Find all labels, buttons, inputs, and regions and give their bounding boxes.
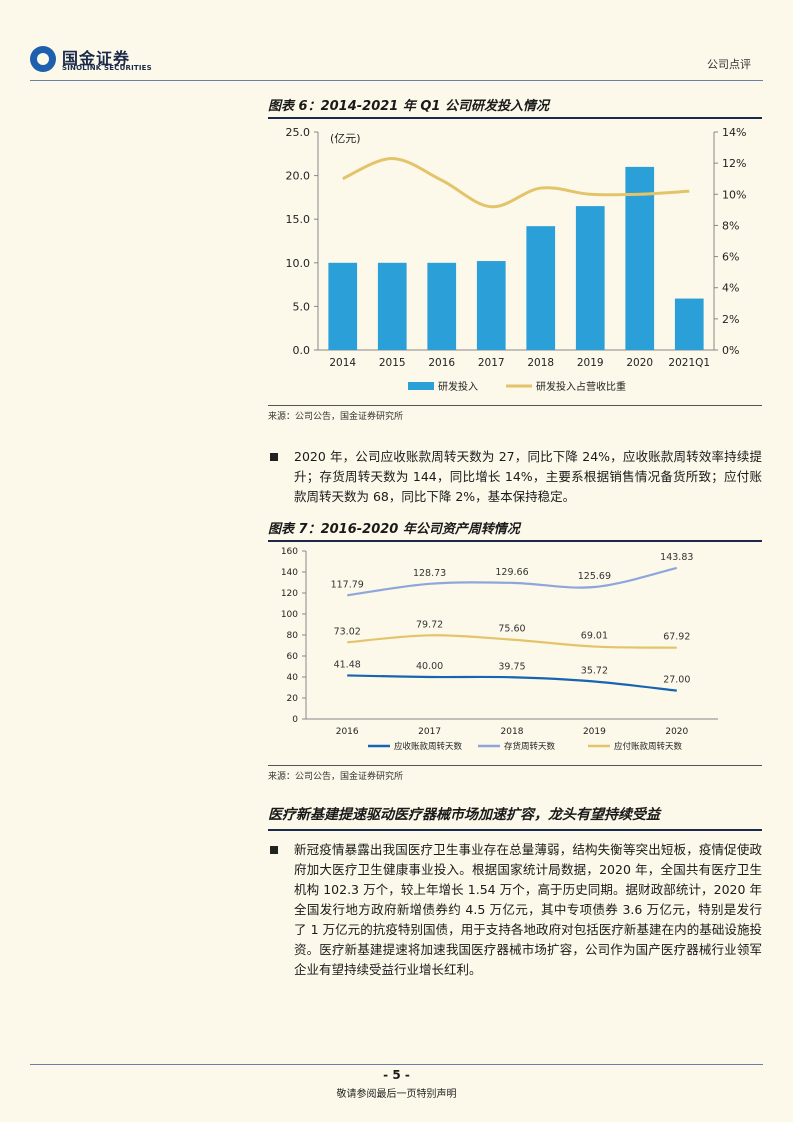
x-tick-label: 2017	[418, 727, 441, 737]
figure6-chart: 0.0 5.0 10.0 15.0 20.0 25.0 0% 2% 4% 6% 8% 10% 12% 14…	[268, 118, 762, 404]
company-logo-icon	[30, 46, 56, 72]
bar	[377, 262, 407, 350]
left-tick-label: 0.0	[293, 344, 311, 357]
paragraph-medical-infrastructure: 新冠疫情暴露出我国医疗卫生事业存在总量薄弱，结构失衡等突出短板，疫情促使政府加大…	[268, 840, 762, 980]
legend-swatch-bar	[408, 382, 434, 390]
section-heading: 医疗新基建提速驱动医疗器械市场加速扩容，龙头有望持续受益	[268, 804, 762, 831]
bar	[674, 298, 704, 350]
bar	[526, 226, 556, 350]
footer-divider	[30, 1064, 763, 1065]
x-tick-label: 2016	[336, 727, 359, 737]
figure7-chart: 0 20 40 60 80 100 120 140 160 2016 2017 2018 2019 202…	[268, 541, 762, 763]
logo-english-name: SINOLINK SECURITIES	[62, 64, 152, 72]
x-tick-label: 2021Q1	[668, 357, 710, 369]
right-tick-label: 4%	[722, 282, 739, 295]
data-label: 143.83	[660, 552, 693, 563]
right-tick-label: 8%	[722, 219, 739, 232]
series-line	[347, 566, 678, 597]
y-tick-label: 40	[287, 673, 299, 683]
data-label: 117.79	[331, 579, 364, 590]
right-tick-label: 14%	[722, 126, 746, 139]
page-number: - 5 -	[383, 1068, 410, 1082]
x-tick-label: 2019	[583, 727, 606, 737]
paragraph-text: 2020 年，公司应收账款周转天数为 27，同比下降 24%，应收账款周转效率持…	[294, 449, 762, 504]
x-tick-label: 2016	[428, 357, 455, 369]
x-tick-label: 2019	[577, 357, 604, 369]
data-label: 41.48	[334, 659, 361, 670]
data-label: 69.01	[581, 631, 608, 642]
x-tick-label: 2015	[379, 357, 406, 369]
data-label: 129.66	[495, 567, 528, 578]
figure7-title: 图表 7：2016-2020 年公司资产周转情况	[268, 518, 762, 542]
left-tick-label: 5.0	[293, 300, 311, 313]
left-tick-label: 10.0	[286, 257, 311, 270]
disclaimer-note: 敬请参阅最后一页特别声明	[336, 1089, 457, 1100]
x-tick-label: 2018	[501, 727, 524, 737]
data-label: 75.60	[498, 624, 525, 635]
unit-label: (亿元)	[330, 132, 361, 145]
data-label: 35.72	[581, 665, 608, 676]
x-tick-label: 2020	[626, 357, 653, 369]
bar	[427, 262, 457, 350]
data-label: 128.73	[413, 568, 446, 579]
y-tick-label: 60	[287, 652, 299, 662]
data-label: 39.75	[498, 661, 525, 672]
left-tick-label: 20.0	[286, 170, 311, 183]
figure7-source: 来源：公司公告，国金证券研究所	[268, 765, 762, 782]
page-header: 国金证券 SINOLINK SECURITIES 公司点评	[0, 0, 793, 82]
bar	[575, 206, 605, 350]
figure6-source: 来源：公司公告，国金证券研究所	[268, 405, 762, 422]
right-tick-label: 6%	[722, 251, 739, 264]
right-tick-label: 0%	[722, 344, 739, 357]
data-label: 73.02	[334, 626, 361, 637]
x-tick-label: 2020	[665, 727, 688, 737]
legend-label: 应付账款周转天数	[614, 741, 683, 752]
data-label: 67.92	[663, 632, 690, 643]
bar	[476, 261, 506, 350]
bar	[625, 166, 655, 350]
right-tick-label: 12%	[722, 157, 746, 170]
series-line	[342, 156, 690, 209]
right-tick-label: 2%	[722, 313, 739, 326]
legend-label: 存货周转天数	[504, 741, 556, 752]
x-tick-label: 2018	[527, 357, 554, 369]
bullet-square-icon	[270, 846, 278, 854]
legend-label: 研发投入	[438, 380, 478, 393]
logo-chinese-name: 国金证券	[62, 49, 131, 68]
y-tick-label: 160	[281, 547, 298, 557]
legend-label: 研发投入占营收比重	[536, 380, 626, 393]
y-tick-label: 140	[281, 568, 298, 578]
header-divider	[30, 80, 763, 81]
paragraph-turnover: 2020 年，公司应收账款周转天数为 27，同比下降 24%，应收账款周转效率持…	[268, 447, 762, 507]
legend-label: 应收账款周转天数	[394, 741, 463, 752]
right-tick-label: 10%	[722, 188, 746, 201]
paragraph-text: 新冠疫情暴露出我国医疗卫生事业存在总量薄弱，结构失衡等突出短板，疫情促使政府加大…	[294, 842, 762, 977]
series-line	[347, 634, 677, 649]
y-tick-label: 0	[292, 715, 298, 725]
y-tick-label: 100	[281, 610, 298, 620]
document-type: 公司点评	[707, 58, 751, 71]
series-line	[347, 674, 677, 692]
y-tick-label: 20	[287, 694, 299, 704]
x-tick-label: 2014	[329, 357, 356, 369]
data-label: 125.69	[578, 571, 611, 582]
data-label: 79.72	[416, 619, 443, 630]
left-tick-label: 15.0	[286, 213, 311, 226]
y-tick-label: 80	[287, 631, 299, 641]
bullet-square-icon	[270, 453, 278, 461]
left-tick-label: 25.0	[286, 126, 311, 139]
bar	[328, 262, 358, 350]
y-tick-label: 120	[281, 589, 298, 599]
figure6-title: 图表 6：2014-2021 年 Q1 公司研发投入情况	[268, 95, 762, 119]
x-tick-label: 2017	[478, 357, 505, 369]
rd-investment-chart: 0.0 5.0 10.0 15.0 20.0 25.0 0% 2% 4% 6% 8% 10% 12% 14…	[286, 126, 747, 393]
data-label: 27.00	[663, 675, 690, 686]
turnover-days-chart: 0 20 40 60 80 100 120 140 160 2016 2017 2018 2019 202…	[281, 547, 718, 752]
data-label: 40.00	[416, 661, 443, 672]
